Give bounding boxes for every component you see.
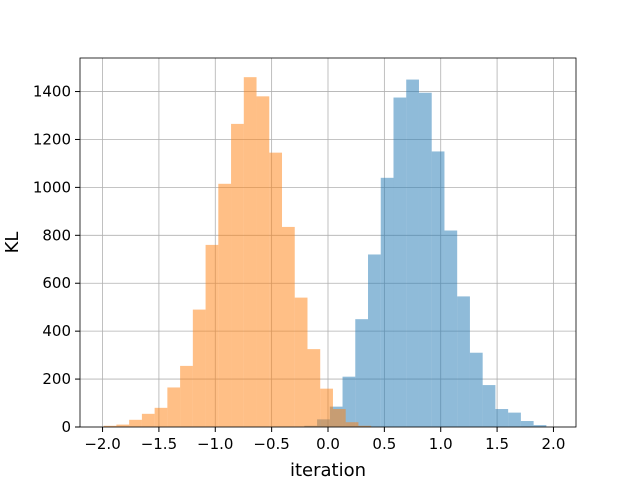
y-tick-label: 1200 <box>33 130 71 148</box>
histogram-bar-series-1 <box>533 425 547 427</box>
histogram-bar-series-2 <box>167 387 181 427</box>
histogram-bar-series-1 <box>520 421 534 427</box>
histogram-bar-series-1 <box>342 376 356 427</box>
ticks: −2.0 −1.5 −1.0 −0.5 0.0 0.5 1.0 1.5 2.0 0 200 400 60… <box>33 83 566 453</box>
histogram-bar-series-1 <box>368 254 381 427</box>
histogram-bar-series-2 <box>205 244 219 427</box>
histogram-bar-series-2 <box>180 365 193 427</box>
x-tick-label: 0.5 <box>372 435 396 453</box>
histogram-bar-series-2 <box>307 349 321 427</box>
histogram-bar-series-2 <box>154 407 168 427</box>
histogram-bar-series-1 <box>380 177 394 427</box>
histogram-bar-series-2 <box>141 413 155 427</box>
histogram-bar-series-2 <box>243 77 257 428</box>
histogram-bar-series-2 <box>294 297 308 427</box>
histogram-bar-series-2 <box>282 226 295 427</box>
x-tick-label: 1.5 <box>485 435 509 453</box>
histogram-bar-series-2 <box>358 425 372 427</box>
histogram-bar-series-2 <box>320 388 333 427</box>
histogram-bar-series-2 <box>231 123 244 428</box>
histogram-bar-series-2 <box>269 152 283 427</box>
histogram-bar-series-1 <box>418 92 432 428</box>
histogram-bar-series-1 <box>469 352 483 427</box>
histogram-bar-series-2 <box>116 424 130 427</box>
histogram-bar-series-2 <box>218 183 232 427</box>
x-axis-label: iteration <box>290 460 366 480</box>
histogram-bar-series-1 <box>431 151 445 427</box>
histogram-bar-series-2 <box>103 425 117 427</box>
x-tick-label: −1.0 <box>197 435 233 453</box>
x-tick-label: −0.5 <box>253 435 289 453</box>
histogram-bar-series-1 <box>482 385 496 427</box>
histogram-bar-series-2 <box>332 409 346 427</box>
histogram-bar-series-1 <box>495 409 509 427</box>
histogram-bar-series-1 <box>406 79 419 427</box>
y-tick-label: 600 <box>42 274 71 292</box>
histogram-bar-series-2 <box>345 422 359 427</box>
histogram-bar-series-2 <box>129 419 142 427</box>
x-tick-label: −1.5 <box>141 435 177 453</box>
y-tick-label: 200 <box>42 370 71 388</box>
y-tick-label: 800 <box>42 226 71 244</box>
histogram-bar-series-1 <box>393 97 407 428</box>
histogram-bar-series-1 <box>355 319 369 427</box>
histogram-bar-series-2 <box>256 96 270 428</box>
histogram-bar-series-1 <box>457 296 470 427</box>
y-tick-label: 1000 <box>33 178 71 196</box>
y-tick-label: 1400 <box>33 83 71 101</box>
x-tick-label: −2.0 <box>84 435 120 453</box>
histogram-bar-series-2 <box>192 309 206 427</box>
histogram-bar-series-1 <box>444 230 458 427</box>
x-tick-label: 1.0 <box>429 435 453 453</box>
histogram-bar-series-1 <box>508 412 521 427</box>
x-tick-label: 2.0 <box>542 435 566 453</box>
y-tick-label: 0 <box>61 418 71 436</box>
bars <box>103 77 547 428</box>
y-tick-label: 400 <box>42 322 71 340</box>
y-axis-label: KL <box>2 232 23 254</box>
x-tick-label: 0.0 <box>316 435 340 453</box>
